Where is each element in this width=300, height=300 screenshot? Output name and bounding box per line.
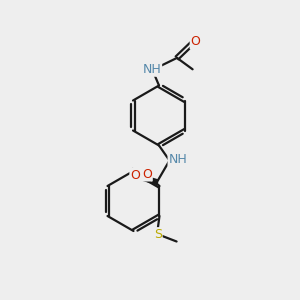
Text: NH: NH [169,153,187,166]
Text: S: S [154,228,162,241]
Text: O: O [142,167,152,181]
Text: NH: NH [142,63,161,76]
Text: O: O [191,35,200,49]
Text: O: O [130,169,140,182]
